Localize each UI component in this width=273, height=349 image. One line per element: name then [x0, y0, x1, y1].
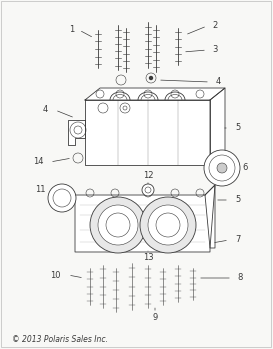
Text: 9: 9: [152, 313, 158, 322]
Text: 2: 2: [212, 21, 218, 30]
Polygon shape: [68, 120, 85, 145]
Text: 8: 8: [237, 274, 243, 282]
Polygon shape: [205, 185, 215, 248]
Text: 10: 10: [50, 270, 60, 280]
Circle shape: [140, 197, 196, 253]
Text: 7: 7: [235, 236, 241, 245]
Text: 5: 5: [235, 195, 241, 205]
Polygon shape: [85, 88, 225, 100]
Circle shape: [142, 184, 154, 196]
Circle shape: [150, 76, 153, 80]
Polygon shape: [85, 100, 210, 165]
Text: 13: 13: [143, 253, 153, 262]
Text: 6: 6: [242, 163, 248, 172]
Polygon shape: [75, 185, 215, 252]
Circle shape: [48, 184, 76, 212]
Text: 12: 12: [143, 171, 153, 179]
Text: 1: 1: [69, 25, 75, 35]
Polygon shape: [210, 88, 225, 165]
Circle shape: [148, 205, 188, 245]
Text: 3: 3: [212, 45, 218, 54]
Text: © 2013 Polaris Sales Inc.: © 2013 Polaris Sales Inc.: [12, 335, 108, 344]
Circle shape: [98, 205, 138, 245]
Text: 4: 4: [215, 77, 221, 87]
Text: 5: 5: [235, 124, 241, 133]
Text: 4: 4: [42, 105, 48, 114]
Text: 11: 11: [35, 186, 45, 194]
Circle shape: [204, 150, 240, 186]
Circle shape: [90, 197, 146, 253]
Circle shape: [217, 163, 227, 173]
Text: 14: 14: [33, 157, 43, 166]
